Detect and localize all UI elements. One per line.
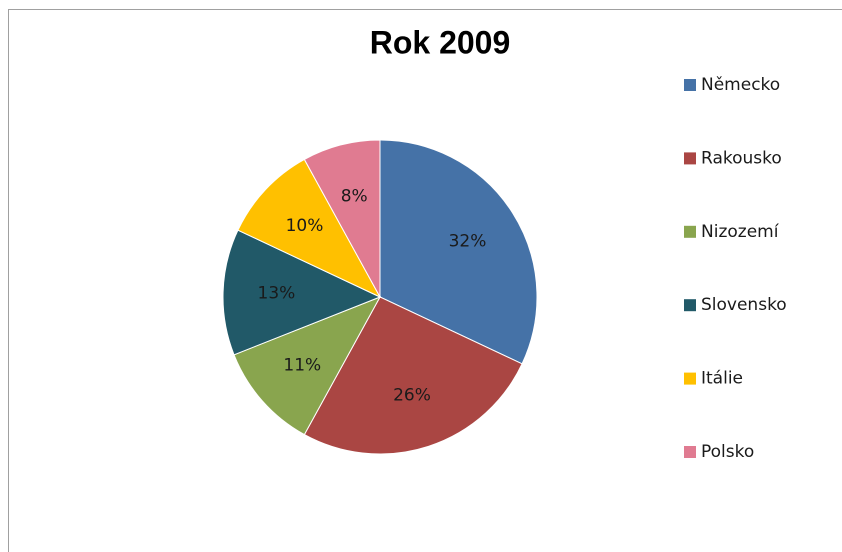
legend-swatch <box>684 225 696 238</box>
data-label: 13% <box>258 284 296 304</box>
pie-slice <box>237 158 382 299</box>
legend-swatch <box>684 79 696 91</box>
legend-label: Nizozemí <box>701 222 780 242</box>
legend-label: Německo <box>701 75 780 95</box>
data-label: 26% <box>393 386 431 406</box>
pie-slice <box>222 229 382 356</box>
legend-swatch <box>684 446 696 458</box>
legend-label: Slovensko <box>701 295 787 315</box>
legend-label: Polsko <box>701 442 754 462</box>
chart-title: Rok 2009 <box>370 24 511 60</box>
legend-swatch <box>684 372 696 385</box>
pie-slice <box>379 139 538 365</box>
data-label: 8% <box>341 187 368 207</box>
pie-slice <box>303 139 381 298</box>
data-label: 10% <box>286 216 324 236</box>
legend-label: Itálie <box>701 369 743 389</box>
legend-label: Rakousko <box>701 148 782 168</box>
data-label: 11% <box>283 356 321 376</box>
legend-swatch <box>684 152 696 165</box>
legend-swatch <box>684 299 696 312</box>
data-label: 32% <box>449 231 487 251</box>
pie-slice <box>233 296 382 436</box>
